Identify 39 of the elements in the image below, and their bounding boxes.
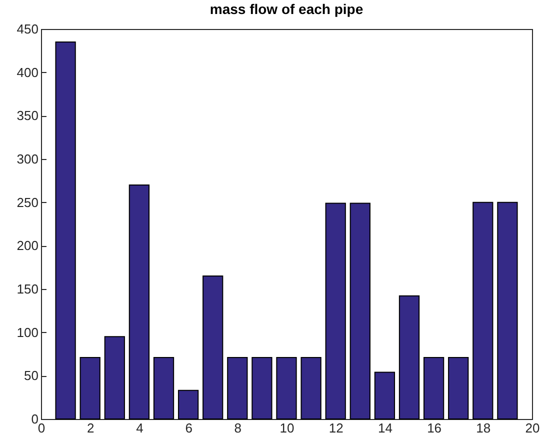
bar (497, 202, 518, 420)
x-tick-label: 14 (378, 420, 392, 436)
y-tick-label: 400 (16, 64, 38, 80)
y-tick-label: 50 (24, 368, 38, 384)
bar (448, 356, 469, 420)
bar (276, 356, 297, 420)
x-tick-label: 12 (328, 420, 344, 436)
bar (252, 356, 272, 420)
x-tick-label: 6 (185, 420, 192, 436)
y-tick-label: 350 (16, 108, 38, 124)
x-tick-label: 16 (427, 420, 442, 436)
bar (325, 202, 346, 420)
bar (128, 184, 150, 420)
bar (202, 276, 224, 420)
x-tick-label: 20 (525, 420, 540, 436)
bar (80, 356, 100, 420)
x-tick-label: 10 (280, 420, 294, 436)
bar (227, 356, 248, 420)
bar (472, 202, 494, 420)
bar (153, 356, 174, 420)
x-tick-label: 8 (234, 420, 242, 436)
x-tick-label: 2 (86, 420, 94, 436)
y-tick-label: 200 (16, 238, 38, 254)
bar (300, 356, 322, 420)
x-tick-label: 18 (476, 420, 491, 436)
bar (398, 295, 420, 420)
bar (350, 202, 370, 420)
x-tick-label: 4 (136, 420, 144, 436)
y-tick-label: 450 (16, 22, 38, 36)
y-tick-label: 100 (16, 324, 38, 340)
chart-title: mass flow of each pipe (210, 1, 364, 17)
bar (374, 372, 396, 420)
y-tick-label: 250 (16, 194, 38, 210)
bar (55, 42, 76, 420)
y-tick-label: 150 (16, 282, 38, 296)
bar (178, 390, 199, 420)
bar (423, 356, 444, 420)
bar (104, 336, 125, 420)
y-tick-label: 300 (16, 152, 38, 166)
